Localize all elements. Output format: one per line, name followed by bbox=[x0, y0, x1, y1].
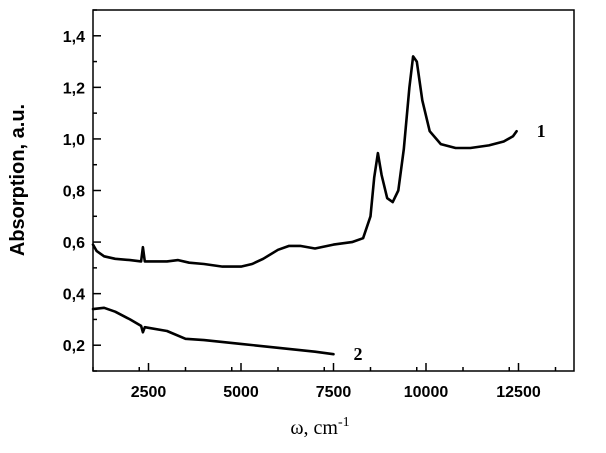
x-axis-title: ω, cm-1 bbox=[290, 415, 349, 439]
curve-labels: 12 bbox=[354, 121, 546, 364]
y-tick-label-0,8: 0,8 bbox=[63, 184, 85, 201]
axis-ticks: 2500 5000 7500 10000 12500 0,2 0,4 0,6 0,8 1,0 1,2… bbox=[63, 9, 557, 401]
y-tick-label-0,6: 0,6 bbox=[63, 235, 85, 252]
x-tick-label-12500: 12500 bbox=[496, 384, 541, 401]
y-tick-label-1,2: 1,2 bbox=[63, 80, 85, 97]
x-tick-label-7500: 7500 bbox=[316, 384, 352, 401]
series-layer bbox=[91, 55, 518, 356]
x-axis-title-base: ω, cm bbox=[290, 417, 338, 439]
x-tick-label-5000: 5000 bbox=[223, 384, 259, 401]
series-2-label: 2 bbox=[354, 344, 363, 364]
y-tick-label-1,0: 1,0 bbox=[63, 132, 85, 149]
x-axis-title-sup: -1 bbox=[338, 415, 350, 430]
series-2-line bbox=[91, 306, 335, 356]
x-tick-label-10000: 10000 bbox=[404, 384, 449, 401]
series-1-line bbox=[91, 55, 518, 268]
y-axis-title: Absorption, a.u. bbox=[7, 104, 29, 256]
x-tick-label-2500: 2500 bbox=[131, 384, 167, 401]
y-tick-label-0,2: 0,2 bbox=[63, 338, 85, 355]
y-tick-label-0,4: 0,4 bbox=[63, 287, 85, 304]
plot-frame bbox=[92, 9, 575, 372]
y-tick-label-1,4: 1,4 bbox=[63, 29, 85, 46]
series-1-label: 1 bbox=[537, 121, 546, 141]
